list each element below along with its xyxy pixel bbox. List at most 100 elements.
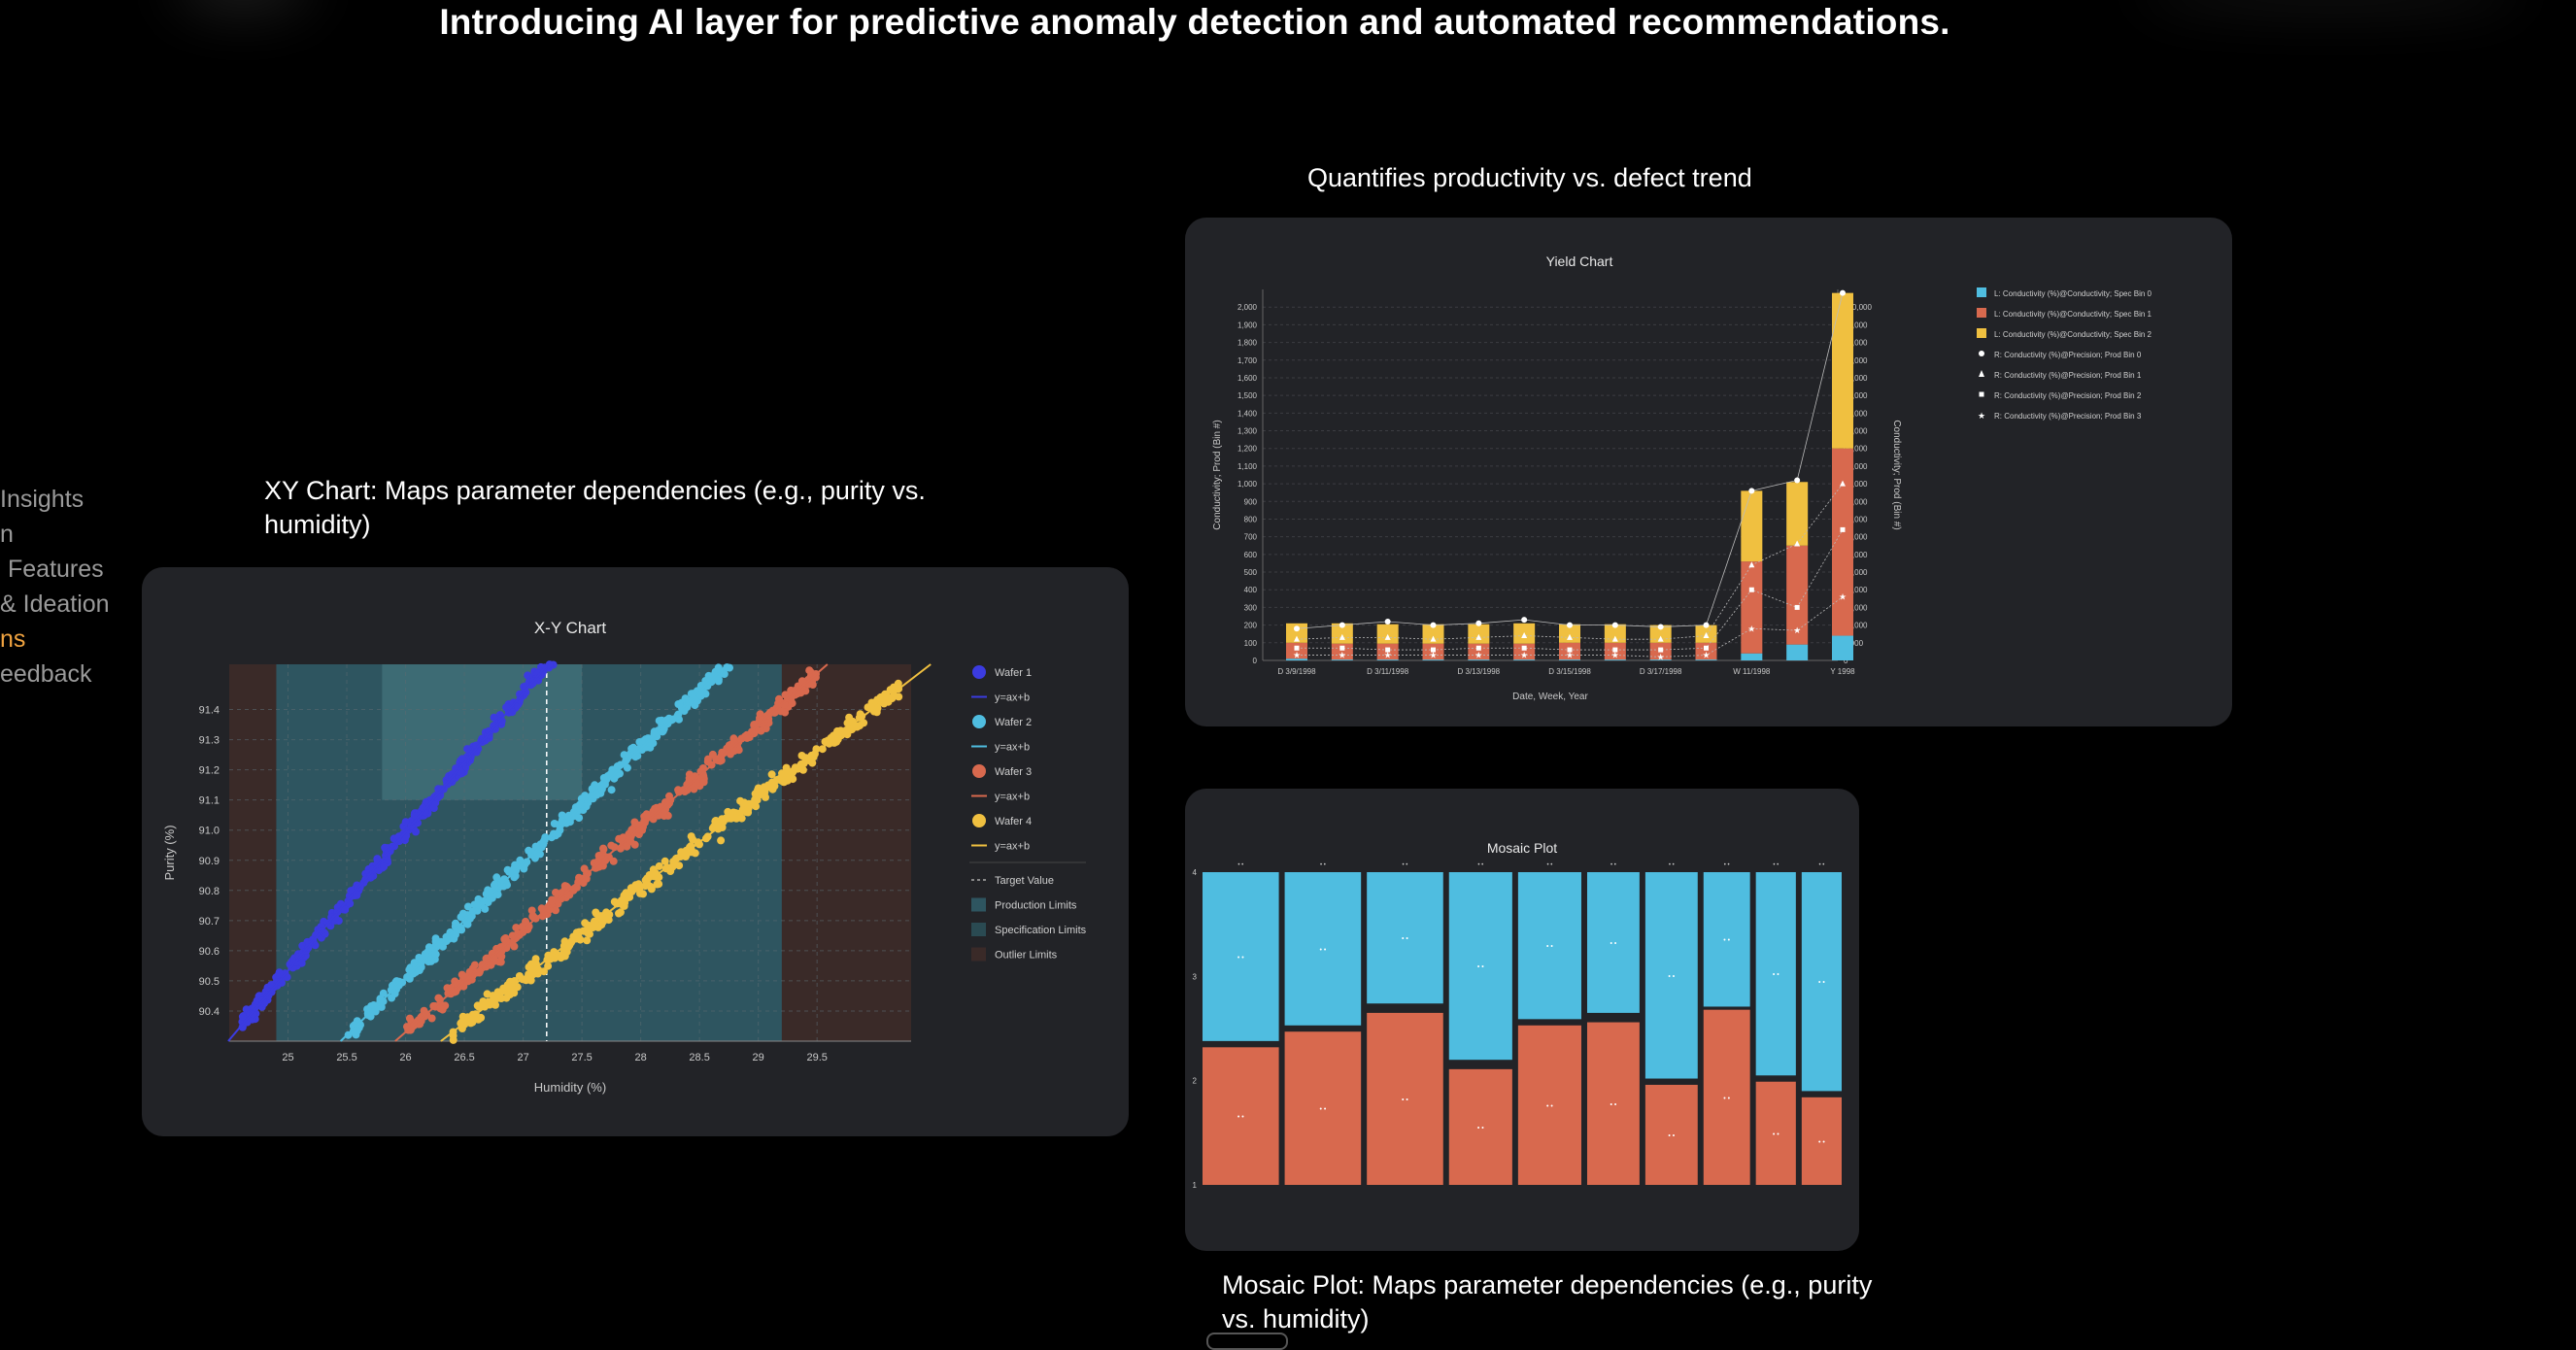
y-tick-label: 90.5	[199, 976, 220, 988]
y-tick-label: 1	[1193, 1181, 1198, 1190]
mosaic-top-marker: • •	[1818, 862, 1824, 868]
side-nav-item-2[interactable]: n	[0, 521, 14, 548]
scatter-point	[492, 873, 501, 882]
scatter-point	[696, 692, 705, 700]
y-right-tick-label: 30,000	[1844, 551, 1868, 559]
mosaic-cell-orange	[1586, 1022, 1640, 1185]
y-tick-label: 91.2	[199, 765, 220, 777]
y-tick-label: 400	[1244, 586, 1258, 594]
series-line	[1297, 596, 1844, 658]
scatter-point	[427, 1014, 436, 1023]
legend-label: Specification Limits	[995, 925, 1087, 936]
y-right-tick-label: 40,000	[1844, 515, 1868, 523]
x-tick-label: 28.5	[689, 1052, 709, 1063]
series-marker: ★	[1293, 651, 1301, 660]
series-marker	[1567, 647, 1573, 653]
bar-segment	[1741, 561, 1763, 654]
scatter-point	[797, 689, 805, 697]
y-tick-label: 90.7	[199, 916, 220, 928]
scatter-point	[655, 861, 663, 870]
series-marker: ★	[1793, 625, 1801, 635]
series-marker	[1657, 635, 1664, 642]
scatter-point	[599, 774, 608, 782]
side-nav-item-feedback[interactable]: eedback	[0, 660, 92, 688]
mosaic-top-marker: • •	[1724, 862, 1730, 868]
y-tick-label: 3	[1193, 972, 1198, 981]
legend-label: L: Conductivity (%)@Conductivity; Spec B…	[1994, 310, 2152, 319]
decorative-glow-left	[175, 0, 311, 10]
scatter-point	[297, 959, 306, 967]
y-right-tick-label: 45,000	[1844, 497, 1868, 506]
decorative-glow-right	[2137, 0, 2525, 10]
scatter-point	[895, 692, 903, 701]
mosaic-cell-orange	[1644, 1084, 1698, 1185]
scatter-point	[429, 804, 438, 813]
scatter-point	[552, 889, 559, 896]
legend-label: y=ax+b	[995, 742, 1030, 754]
scatter-point	[661, 857, 669, 865]
y-tick-label: 1,200	[1237, 445, 1258, 454]
side-nav-item-insights[interactable]: Insights	[0, 486, 85, 513]
page-headline: Introducing AI layer for predictive anom…	[439, 2, 1950, 42]
series-marker: ★	[1566, 651, 1574, 660]
scatter-point	[780, 778, 789, 787]
bar-segment	[1513, 659, 1536, 660]
scatter-point	[577, 794, 586, 803]
x-tick-label: D 3/9/1998	[1277, 667, 1316, 676]
legend-label: L: Conductivity (%)@Conductivity; Spec B…	[1994, 289, 2152, 298]
x-tick-label: D 3/15/1998	[1548, 667, 1591, 676]
y-tick-label: 1,800	[1237, 339, 1258, 348]
scatter-point	[489, 992, 497, 1000]
scatter-point	[420, 1006, 428, 1015]
fit-line	[339, 663, 729, 1042]
mosaic-top-marker: • •	[1403, 862, 1408, 868]
series-marker	[1521, 645, 1527, 651]
bar-segment	[1422, 659, 1444, 660]
legend-label: Wafer 4	[995, 816, 1032, 827]
series-marker: ★	[1384, 651, 1392, 660]
mosaic-top-marker: • •	[1773, 862, 1779, 868]
mosaic-cell-label: • •	[1668, 973, 1675, 980]
y-tick-label: 4	[1193, 868, 1198, 877]
series-marker	[1294, 625, 1300, 632]
scatter-point	[463, 745, 472, 754]
scatter-point	[675, 861, 684, 870]
legend-label: y=ax+b	[995, 841, 1030, 853]
scatter-point	[487, 961, 495, 969]
fit-line	[440, 663, 932, 1042]
y-tick-label: 1,000	[1237, 480, 1258, 489]
mosaic-cell-blue	[1203, 872, 1279, 1041]
y-right-tick-label: 95,000	[1844, 321, 1868, 329]
y-right-axis-label: Conductivity; Prod (Bin #)	[1891, 420, 1902, 529]
y-tick-label: 700	[1244, 533, 1258, 542]
scatter-point	[668, 715, 677, 724]
legend-label: y=ax+b	[995, 692, 1030, 704]
bar-segment	[1376, 624, 1399, 644]
bar-segment	[1286, 658, 1307, 660]
mosaic-cell-label: • •	[1237, 955, 1244, 962]
legend-label: Wafer 2	[995, 717, 1032, 728]
mosaic-cell-label: • •	[1402, 1097, 1408, 1103]
side-nav-item-active[interactable]: ns	[0, 625, 26, 653]
mosaic-cell-label: • •	[1818, 980, 1825, 987]
side-nav: Insights n Features & Ideation ns eedbac…	[0, 482, 110, 692]
yield-chart: Yield Chart 0 100 200 300 400 500 600 700 800 900 1…	[1212, 253, 2152, 702]
bar-segment	[1786, 644, 1809, 660]
y-right-tick-label: 25,000	[1844, 568, 1868, 577]
side-nav-item-ideation[interactable]: & Ideation	[0, 591, 110, 618]
y-right-tick-label: 75,000	[1844, 391, 1868, 400]
mosaic-cell-blue	[1644, 872, 1698, 1079]
y-tick-label: 91.4	[199, 705, 220, 717]
x-axis-label: Date, Week, Year	[1512, 692, 1588, 702]
side-nav-item-features[interactable]: Features	[8, 556, 104, 583]
y-tick-label: 90.8	[199, 886, 220, 897]
mosaic-cell-blue	[1284, 872, 1362, 1026]
mosaic-cell-label: • •	[1402, 936, 1408, 943]
y-right-tick-label: 15,000	[1844, 603, 1868, 612]
series-marker	[1475, 633, 1482, 640]
series-marker	[1658, 647, 1664, 653]
mosaic-cell-blue	[1755, 872, 1796, 1076]
series-marker	[1704, 645, 1709, 651]
mosaic-cell-orange	[1284, 1031, 1362, 1185]
scatter-point	[527, 906, 536, 915]
